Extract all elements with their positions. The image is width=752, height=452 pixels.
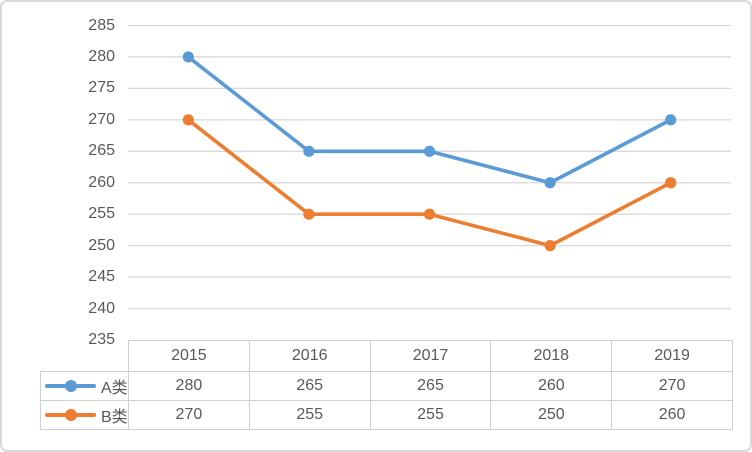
data-table-corner: [40, 340, 129, 372]
year-header: 2017: [369, 340, 492, 372]
y-axis-tick-label: 260: [88, 173, 115, 191]
table-value-a-2017: 265: [369, 371, 492, 401]
y-axis-tick-label: 275: [88, 79, 115, 97]
data-table-row-series-a: A类 280 265 265 260 270: [40, 371, 733, 401]
table-value-b-2016: 255: [248, 400, 371, 430]
table-value-b-2017: 255: [369, 400, 492, 430]
series-a-marker-2018: [544, 177, 556, 189]
table-value-b-2015: 270: [128, 400, 250, 430]
series-a-marker-2016: [303, 145, 315, 157]
table-value-a-2016: 265: [248, 371, 371, 401]
series-b-marker-2017: [423, 208, 436, 220]
legend-label-series-a: A类: [101, 380, 128, 397]
year-header: 2019: [611, 340, 733, 372]
year-header: 2015: [128, 340, 250, 372]
series-b-marker-2016: [303, 208, 315, 220]
y-axis-tick-label: 240: [88, 299, 115, 317]
data-table-header-row: 2015 2016 2017 2018 2019: [40, 340, 733, 372]
legend-item-series-a: A类: [40, 371, 129, 401]
legend-item-series-b: B类: [40, 400, 129, 430]
series-a-marker-2015: [182, 51, 194, 63]
year-header: 2018: [490, 340, 613, 372]
y-axis-tick-label: 250: [88, 236, 115, 254]
year-header: 2016: [248, 340, 371, 372]
series-a-marker-2017: [423, 145, 436, 157]
series-a-legend-marker-icon: [64, 380, 77, 392]
series-b-legend-line-icon: [45, 409, 96, 421]
data-table: 2015 2016 2017 2018 2019 A类 280 265 2: [40, 340, 733, 430]
table-value-a-2019: 270: [611, 371, 733, 401]
legend-label-series-b: B类: [101, 409, 128, 426]
series-b-marker-2018: [544, 240, 556, 252]
series-a-legend-line-icon: [45, 380, 96, 392]
y-axis-tick-label: 285: [88, 16, 115, 34]
table-value-b-2018: 250: [490, 400, 613, 430]
series-b-marker-2015: [182, 114, 194, 126]
y-axis-tick-label: 265: [88, 142, 115, 160]
table-value-a-2015: 280: [128, 371, 250, 401]
series-b-marker-2019: [665, 177, 677, 189]
table-value-a-2018: 260: [490, 371, 613, 401]
series-a-marker-2019: [665, 114, 677, 126]
y-axis-tick-label: 270: [88, 110, 115, 128]
table-value-b-2019: 260: [611, 400, 733, 430]
data-table-row-series-b: B类 270 255 255 250 260: [40, 400, 733, 430]
y-axis-tick-label: 280: [88, 47, 115, 65]
series-b-legend-marker-icon: [64, 409, 77, 421]
y-axis-tick-label: 255: [88, 205, 115, 223]
y-axis-tick-label: 245: [88, 268, 115, 286]
